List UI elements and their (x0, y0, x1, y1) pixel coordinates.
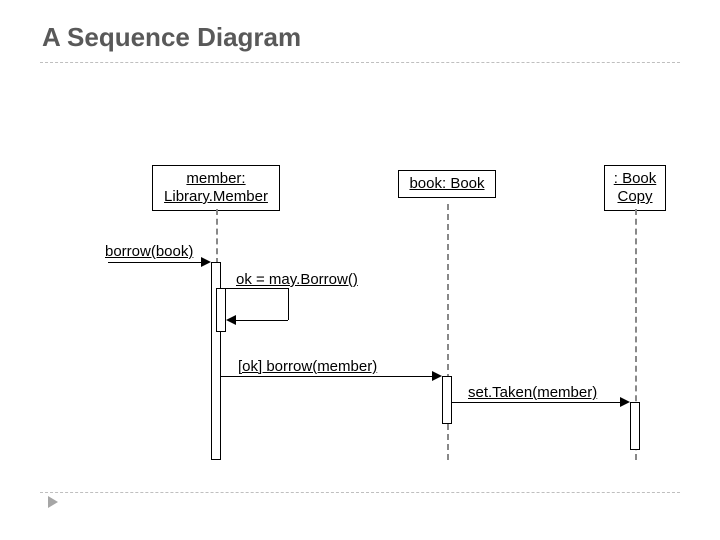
msg-settaken-line (452, 402, 620, 403)
msg-mayborrow-label: ok = may.Borrow() (236, 271, 358, 288)
participant-copy: : Book Copy (604, 165, 666, 211)
msg-settaken-arrow-icon (620, 397, 630, 407)
msg-okborrow-label: [ok] borrow(member) (238, 358, 377, 375)
msg-mayborrow-arrow-icon (226, 315, 236, 325)
activation-book (442, 376, 452, 424)
participant-member: member: Library.Member (152, 165, 280, 211)
participant-book: book: Book (398, 170, 496, 198)
participant-label: : Book Copy (613, 170, 657, 206)
participant-label: book: Book (407, 175, 487, 193)
divider-bottom (40, 492, 680, 493)
divider-top (40, 62, 680, 63)
msg-mayborrow-line-top (221, 288, 288, 289)
bullet-icon (48, 496, 58, 508)
msg-borrow-book-label: borrow(book) (105, 243, 193, 260)
msg-borrow-book-line (108, 262, 201, 263)
msg-settaken-label: set.Taken(member) (468, 384, 597, 401)
msg-okborrow-arrow-icon (432, 371, 442, 381)
activation-copy (630, 402, 640, 450)
activation-member-self (216, 288, 226, 332)
msg-okborrow-line (221, 376, 432, 377)
msg-mayborrow-line-bot (236, 320, 288, 321)
participant-label: member: Library.Member (161, 170, 271, 206)
page-title: A Sequence Diagram (42, 22, 301, 53)
msg-borrow-book-arrow-icon (201, 257, 211, 267)
msg-mayborrow-line-side (288, 288, 289, 320)
